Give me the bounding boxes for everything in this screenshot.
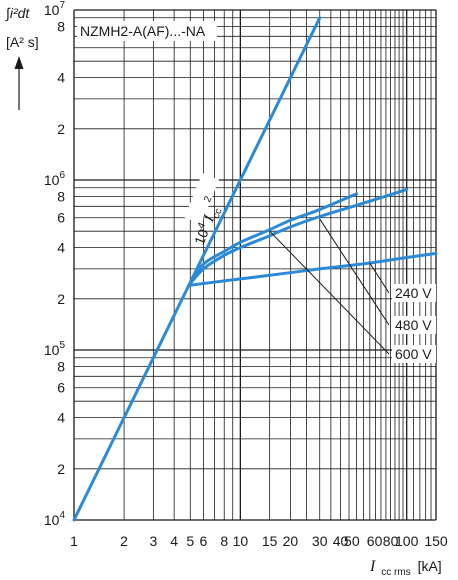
y-tick-label: 104 (44, 510, 66, 528)
x-tick-label: 80 (383, 533, 399, 549)
grid (73, 9, 437, 521)
callout-label-background (392, 316, 436, 334)
svg-text:I cc rms [kA]: I cc rms [kA] (369, 558, 442, 578)
y-tick-exponent: 6 (59, 170, 65, 181)
callout-leader-line (369, 262, 390, 294)
reference-label-mantissa: 10 (191, 226, 212, 247)
x-tick-label: 20 (283, 533, 299, 549)
callout-label-background (392, 345, 436, 363)
x-tick-label: 4 (170, 533, 178, 549)
chart-title: NZMH2-A(AF)...-NA (80, 23, 206, 39)
x-tick-label: 50 (344, 533, 360, 549)
x-tick-label: 30 (312, 533, 328, 549)
y-tick-label: 6 (57, 210, 65, 226)
y-tick-label: 4 (57, 240, 65, 256)
x-tick-label: 100 (395, 533, 419, 549)
y-tick-mantissa: 10 (44, 342, 60, 358)
x-axis-label: I cc rms [kA] (369, 558, 442, 578)
y-tick-label: 106 (44, 170, 66, 188)
reference-label-square: 2 (202, 194, 214, 204)
y-tick-label: 8 (57, 188, 65, 204)
series-callouts: 240 V 480 V 600 V (269, 218, 436, 363)
y-tick-label: 8 (57, 18, 65, 34)
callout-label: 240 V (395, 285, 432, 301)
x-tick-label: 15 (262, 533, 278, 549)
reference-line (72, 16, 322, 522)
reference-label-exponent: 4 (196, 221, 208, 231)
y-tick-label: 4 (57, 410, 65, 426)
callout-leader-line (319, 218, 390, 326)
y-tick-label: 2 (57, 461, 65, 477)
y-tick-label: 2 (57, 121, 65, 137)
y-tick-label: 8 (57, 358, 65, 374)
callout-label: 600 V (395, 346, 432, 362)
x-tick-label: 3 (149, 533, 157, 549)
y-tick-exponent: 4 (59, 510, 65, 521)
x-axis-subscript: cc rms (381, 567, 410, 578)
reference-label-subscript: cc (211, 207, 225, 220)
callout-label: 480 V (395, 317, 432, 333)
x-tick-label: 40 (333, 533, 349, 549)
x-tick-label: 5 (186, 533, 194, 549)
x-tick-label: 150 (424, 533, 448, 549)
series-line-600v (187, 192, 359, 287)
y-tick-label: 4 (57, 70, 65, 86)
callout-label-background (392, 284, 436, 302)
x-tick-label: 6 (200, 533, 208, 549)
x-tick-label: 8 (220, 533, 228, 549)
x-axis-unit: [kA] (418, 558, 442, 574)
x-tick-label: 2 (120, 533, 128, 549)
chart-title-background (77, 21, 217, 41)
y-tick-mantissa: 10 (44, 172, 60, 188)
reference-label-background (184, 173, 219, 225)
y-tick-exponent: 7 (59, 0, 65, 11)
y-tick-label: 105 (44, 340, 66, 358)
callout-leader-line (269, 230, 390, 355)
series-line-480v (187, 187, 409, 287)
y-tick-label: 2 (57, 291, 65, 307)
series-line-240v (187, 251, 438, 287)
x-tick-label: 60 (367, 533, 383, 549)
y-axis-integral: ∫i²dt (5, 5, 30, 22)
x-tick-label: 10 (233, 533, 249, 549)
y-tick-mantissa: 10 (44, 2, 60, 18)
y-tick-label: 107 (44, 0, 66, 18)
y-tick-label: 6 (57, 380, 65, 396)
x-tick-label: 1 (70, 533, 78, 549)
up-arrow-icon (14, 56, 24, 110)
y-axis-unit: [A² s] (6, 34, 39, 50)
x-axis-symbol: I (369, 558, 376, 575)
series-curves (72, 16, 438, 522)
y-tick-mantissa: 10 (44, 512, 60, 528)
y-tick-exponent: 5 (59, 340, 65, 351)
